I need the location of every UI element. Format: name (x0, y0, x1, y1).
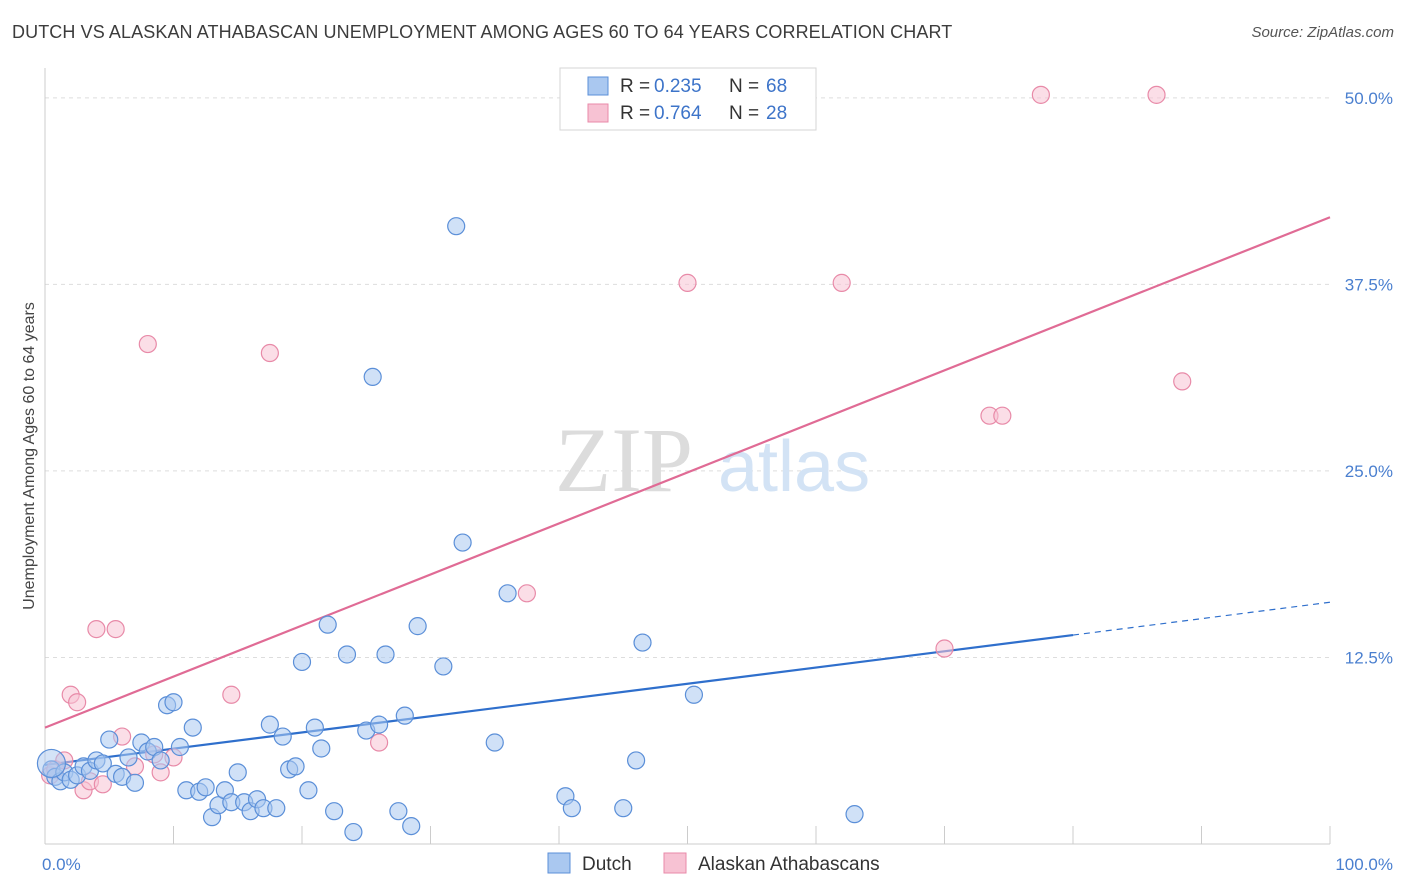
dutch-point-35 (260, 715, 279, 734)
athabascan-point-25 (1031, 85, 1050, 104)
legend-top-r-label-1: R = (620, 103, 650, 124)
dutch-point-44 (318, 615, 337, 634)
legend-bottom-swatch-1 (663, 852, 687, 874)
dutch-point-18 (151, 751, 170, 770)
chart-title: DUTCH VS ALASKAN ATHABASCAN UNEMPLOYMENT… (12, 22, 953, 42)
athabascan-point-9 (106, 620, 125, 639)
dutch-point-53 (395, 706, 414, 725)
watermark: ZIP atlas (555, 409, 870, 511)
legend-top-r-value-0: 0.235 (654, 76, 702, 97)
dutch-point-9 (93, 754, 112, 773)
dutch-point-49 (363, 367, 382, 387)
dutch-point-41 (299, 781, 318, 800)
legend-top-n-value-1: 28 (766, 103, 787, 124)
dutch-point-65 (633, 633, 652, 652)
dutch-point-14 (125, 773, 145, 792)
dutch-point-66 (684, 685, 704, 704)
athabascan-point-12 (138, 334, 157, 354)
dutch-point-23 (183, 718, 202, 737)
dutch-point-37 (273, 727, 292, 746)
legend-top-n-label-0: N = (729, 76, 759, 97)
data-points (36, 85, 1192, 842)
legend-top-r-value-1: 0.764 (654, 103, 702, 124)
athabascan-point-4 (68, 693, 87, 712)
dutch-point-57 (447, 217, 466, 236)
athabascan-point-16 (222, 685, 241, 704)
dutch-point-62 (562, 799, 581, 818)
athabascan-point-18 (370, 733, 389, 752)
dutch-point-20 (164, 693, 183, 712)
athabascan-point-24 (993, 406, 1012, 425)
athabascan-point-26 (1147, 85, 1166, 104)
athabascan-point-20 (678, 273, 697, 292)
x-tick-label-1: 100.0% (1335, 855, 1393, 874)
legend-top-n-label-1: N = (729, 103, 759, 124)
dutch-point-30 (228, 763, 247, 782)
dutch-point-43 (312, 739, 331, 758)
trend-lines (44, 216, 1331, 766)
dutch-point-40 (292, 652, 312, 672)
dutch-point-59 (485, 733, 504, 752)
athabascan-point-7 (87, 620, 106, 639)
dutch-point-46 (337, 645, 357, 664)
athabascan-point-8 (93, 775, 112, 794)
dutch-point-45 (325, 802, 344, 821)
dutch-point-58 (453, 533, 472, 552)
x-tick-label-0: 0.0% (42, 855, 81, 874)
legend-top-r-label-0: R = (620, 76, 650, 97)
legend-bottom-label-1: Alaskan Athabascans (698, 854, 880, 875)
legend-bottom-label-0: Dutch (582, 854, 632, 875)
dutch-point-64 (626, 751, 646, 770)
dutch-point-47 (344, 822, 363, 842)
athabascan-point-21 (832, 273, 851, 292)
chart-source: Source: ZipAtlas.com (1251, 24, 1394, 41)
dutch-point-55 (408, 617, 427, 636)
dutch-point-60 (498, 584, 517, 603)
athabascan-point-19 (517, 584, 536, 603)
dutch-point-52 (389, 802, 408, 821)
athabascan-point-22 (935, 639, 954, 658)
legend-bottom: Dutch Alaskan Athabascans (547, 852, 880, 875)
dutch-point-36 (267, 799, 286, 818)
trend-line-1 (44, 216, 1331, 729)
dutch-point-51 (376, 645, 395, 664)
trend-line-0 (44, 633, 1074, 766)
legend-top-swatch-0 (587, 76, 609, 96)
dutch-point-50 (370, 715, 389, 734)
dutch-point-13 (119, 748, 138, 767)
y-tick-label-0: 12.5% (1345, 648, 1393, 667)
y-tick-label-1: 25.0% (1345, 462, 1393, 481)
dutch-point-42 (305, 718, 324, 737)
dutch-point-21 (170, 737, 190, 757)
y-tick-label-3: 50.0% (1345, 89, 1393, 108)
dutch-point-56 (434, 657, 453, 676)
trend-line-extension-0 (1072, 601, 1331, 636)
y-tick-label-2: 37.5% (1345, 275, 1393, 294)
legend-top-n-value-0: 68 (766, 76, 787, 97)
dutch-point-cluster (36, 748, 67, 779)
legend-top-swatch-1 (587, 103, 609, 123)
axis-layer (44, 68, 1331, 845)
dutch-point-67 (845, 805, 864, 824)
legend-top: R = 0.235 N = 68 R = 0.764 N = 28 (559, 67, 817, 131)
dutch-point-39 (286, 757, 305, 776)
watermark-atlas: atlas (718, 427, 870, 507)
dutch-point-25 (196, 778, 215, 797)
dutch-point-54 (402, 816, 421, 836)
watermark-zip: ZIP (555, 409, 693, 511)
y-axis-label: Unemployment Among Ages 60 to 64 years (21, 302, 38, 610)
athabascan-point-17 (260, 343, 279, 363)
dutch-point-63 (614, 799, 633, 818)
tick-labels: 12.5% 25.0% 37.5% 50.0% 0.0% 100.0% (42, 89, 1393, 874)
athabascan-point-27 (1173, 372, 1192, 391)
legend-bottom-swatch-0 (547, 852, 571, 874)
dutch-point-10 (100, 730, 119, 749)
grid-layer (45, 97, 1330, 658)
